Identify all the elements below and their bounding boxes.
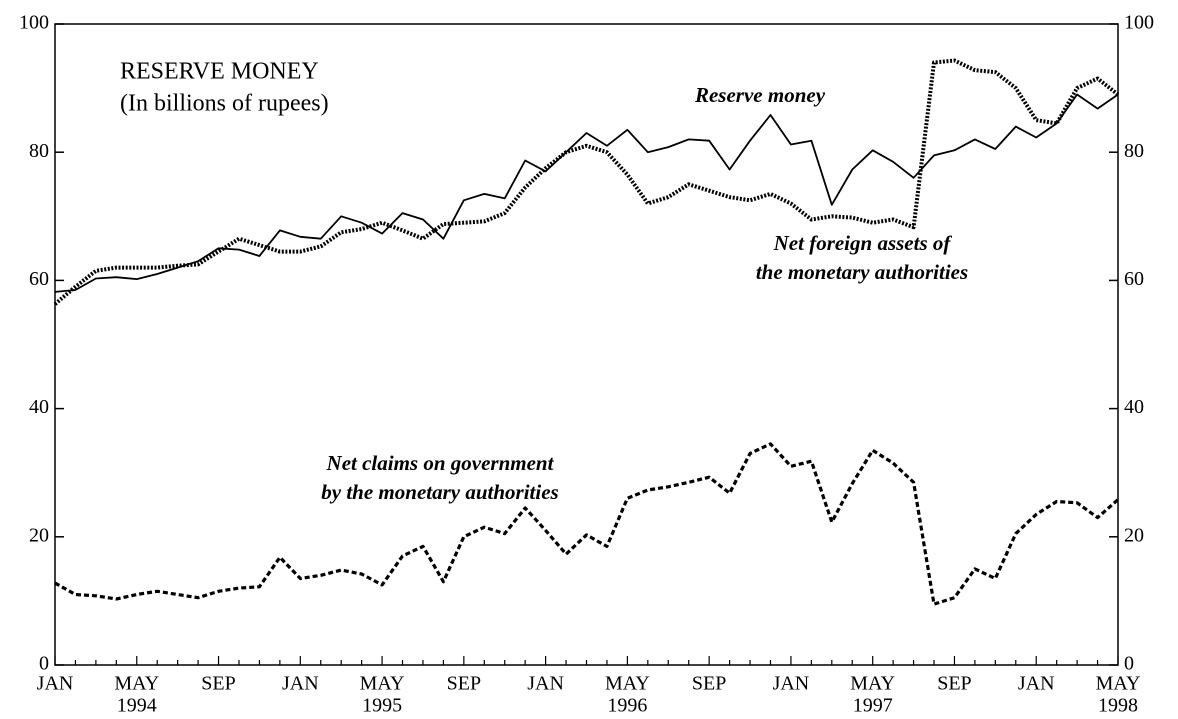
x-tick-label: JAN — [282, 673, 319, 695]
x-tick-label: MAY — [605, 673, 650, 695]
plot-frame — [54, 23, 1119, 666]
y-tick-label: 80 — [29, 140, 49, 162]
x-tick-label: JAN — [773, 673, 810, 695]
series-line — [53, 58, 1120, 306]
series-label: by the monetary authorities — [321, 480, 558, 504]
x-tick-label: SEP — [201, 673, 235, 695]
y2-tick-label: 20 — [1124, 524, 1144, 546]
y-tick-label: 20 — [29, 524, 49, 546]
x-tick-label: SEP — [937, 673, 971, 695]
y2-tick-label: 60 — [1124, 268, 1144, 290]
y2-tick-label: 40 — [1124, 396, 1144, 418]
series-label: Net foreign assets of — [773, 231, 953, 255]
series-line — [54, 93, 1119, 293]
year-label: 1996 — [607, 695, 647, 717]
y2-tick-label: 80 — [1124, 140, 1144, 162]
x-tick-label: SEP — [447, 673, 481, 695]
year-label: 1997 — [853, 695, 893, 717]
series-line — [54, 442, 1120, 606]
x-tick-label: JAN — [1018, 673, 1055, 695]
year-label: 1995 — [362, 695, 402, 717]
chart-title: RESERVE MONEY — [120, 59, 319, 85]
y-tick-label: 60 — [29, 268, 49, 290]
year-label: 1998 — [1098, 695, 1138, 717]
y-tick-label: 100 — [19, 12, 49, 34]
x-tick-label: MAY — [1096, 673, 1141, 695]
series-label: the monetary authorities — [756, 260, 968, 284]
x-tick-label: MAY — [850, 673, 895, 695]
y-tick-label: 40 — [29, 396, 49, 418]
x-tick-label: JAN — [527, 673, 564, 695]
x-tick-label: SEP — [692, 673, 726, 695]
chart-subtitle: (In billions of rupees) — [120, 91, 329, 117]
y-tick-label: 0 — [39, 653, 49, 675]
y2-tick-label: 100 — [1124, 12, 1154, 34]
series-label: Reserve money — [694, 83, 826, 107]
series-label: Net claims on government — [326, 451, 555, 475]
x-tick-label: MAY — [360, 673, 405, 695]
y2-tick-label: 0 — [1124, 653, 1134, 675]
x-tick-label: JAN — [37, 673, 74, 695]
x-tick-label: MAY — [114, 673, 159, 695]
year-label: 1994 — [117, 695, 157, 717]
